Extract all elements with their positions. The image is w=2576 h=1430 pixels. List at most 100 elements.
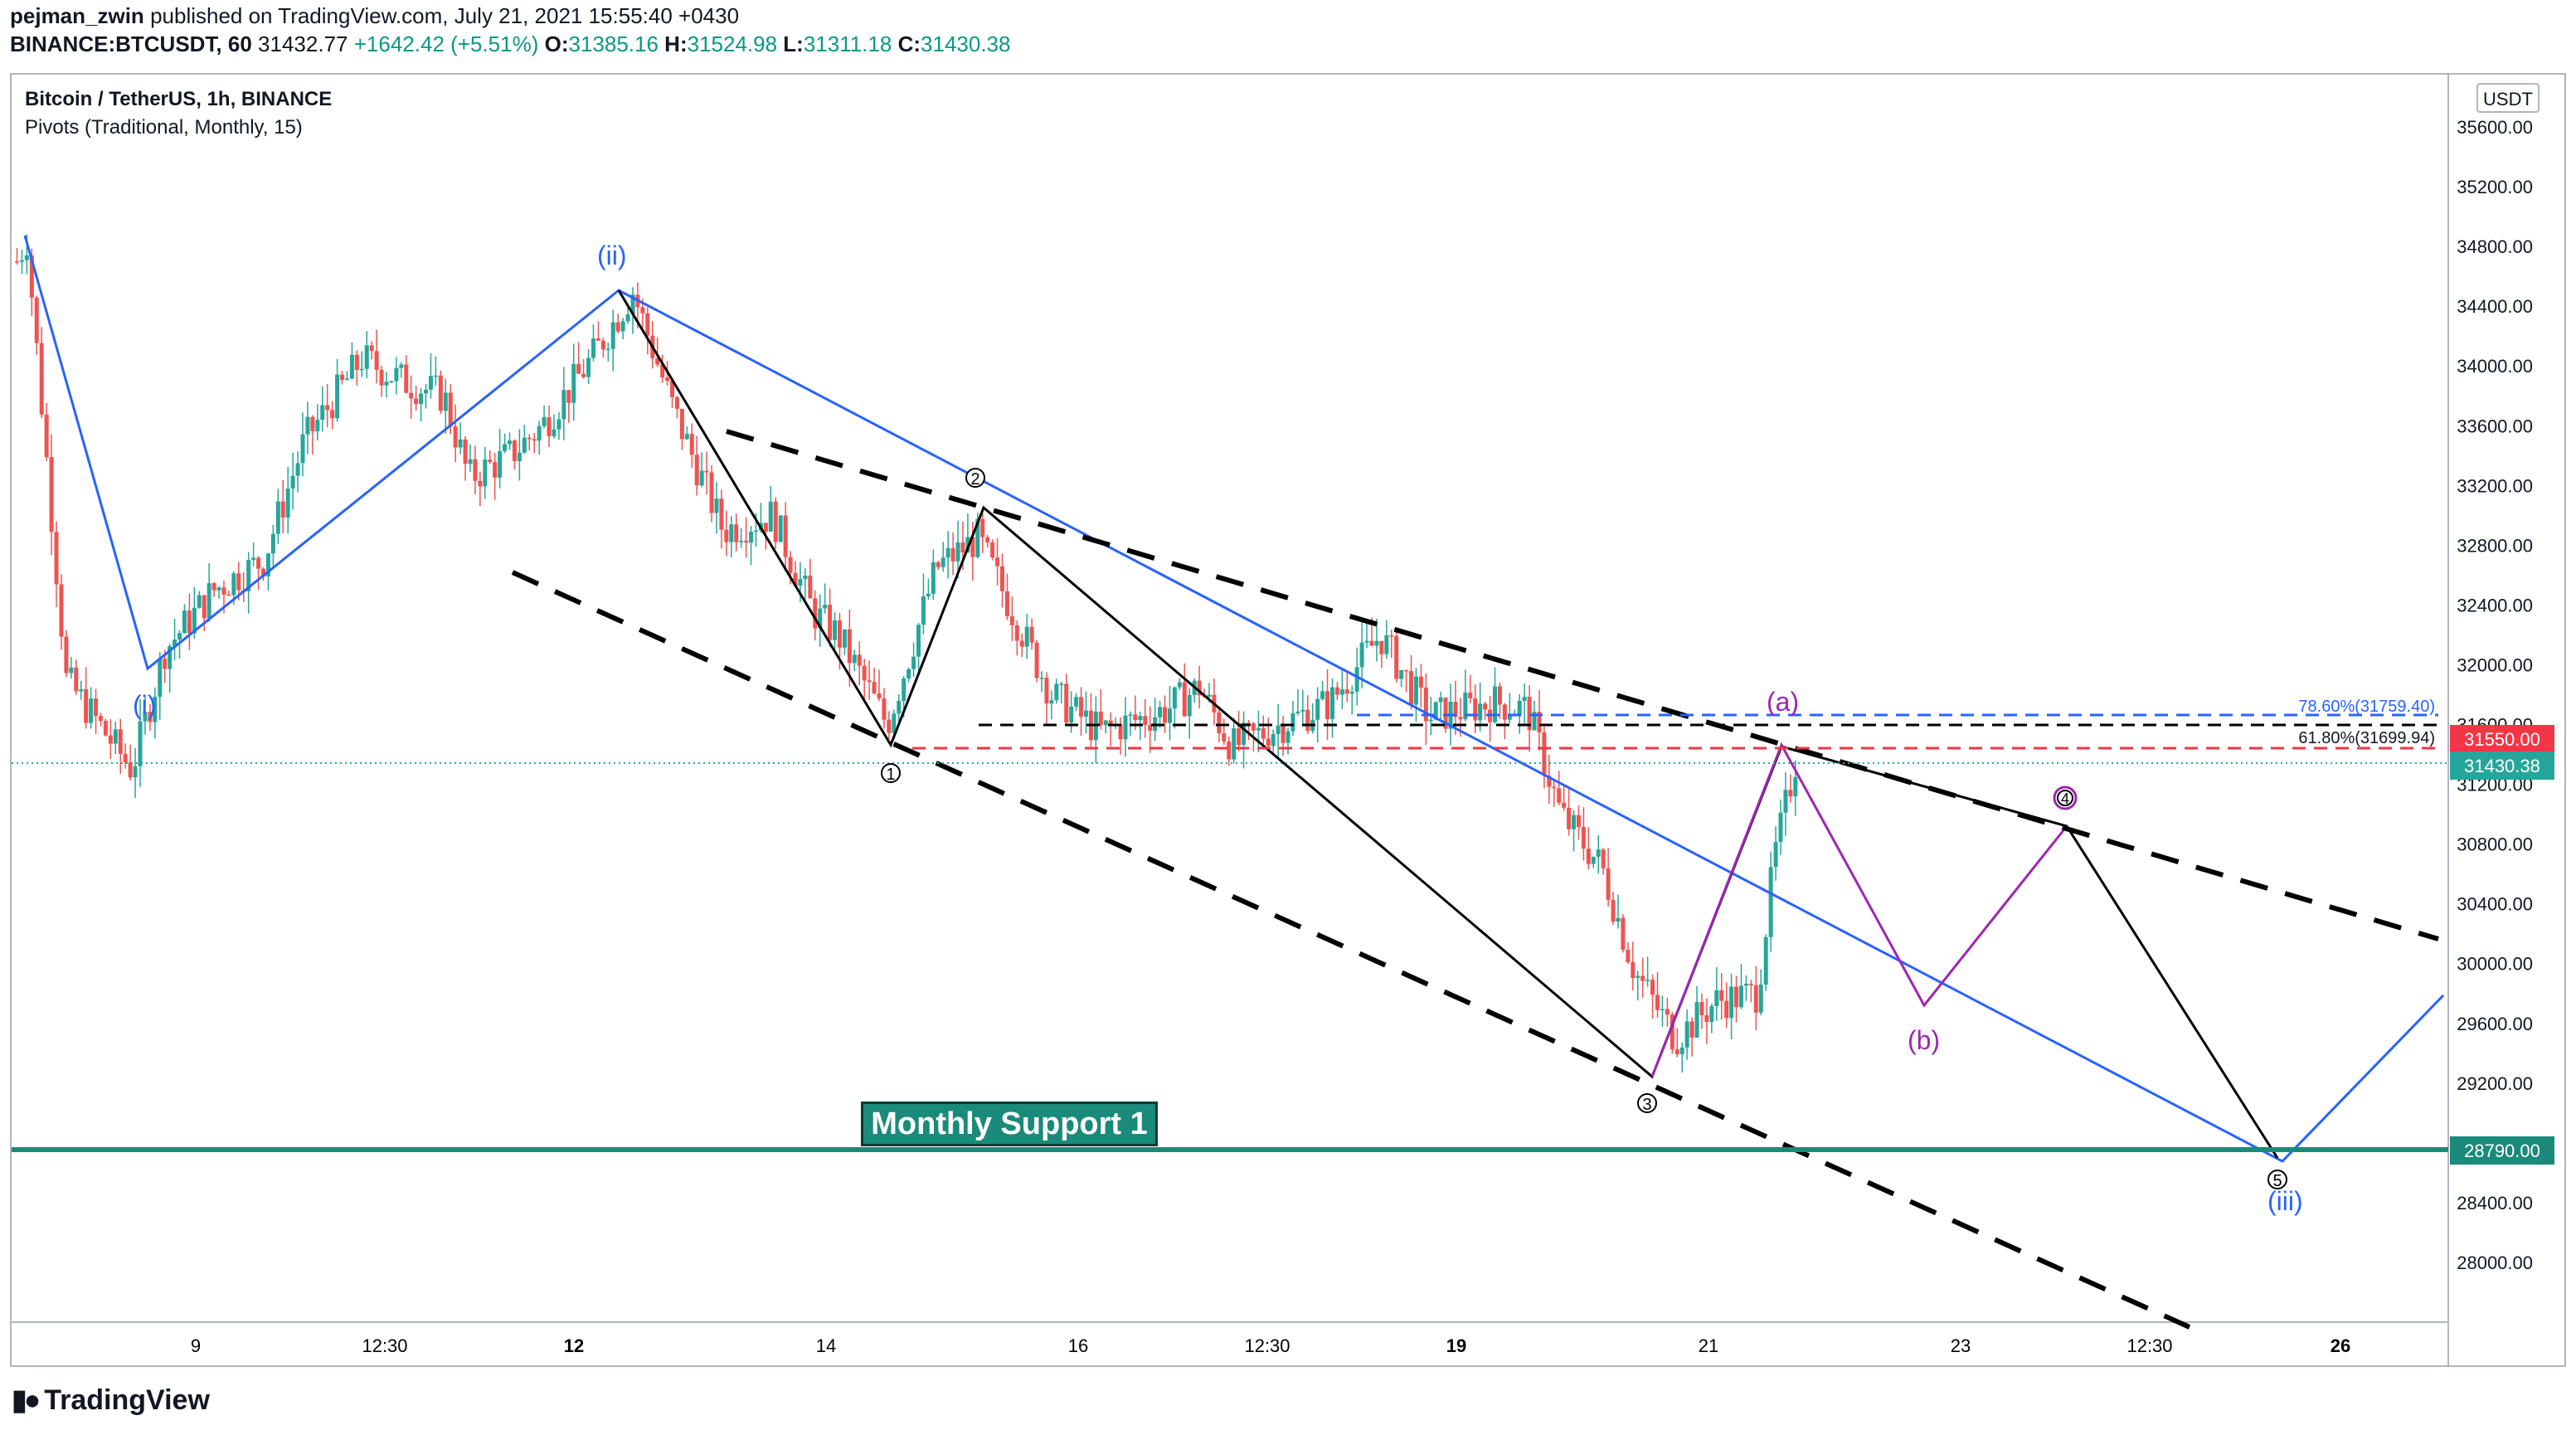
candle-body xyxy=(763,523,768,532)
publish-header: pejman_zwin published on TradingView.com… xyxy=(10,3,739,29)
time-axis-label: 12 xyxy=(564,1335,584,1356)
candle-body xyxy=(773,501,778,542)
candle-body xyxy=(1325,691,1330,719)
candle-body xyxy=(1542,732,1547,776)
primary-wave-line xyxy=(23,235,2445,1163)
candle-body xyxy=(123,753,128,763)
price-axis-label: 34800.00 xyxy=(2457,236,2533,257)
candle-body xyxy=(694,455,699,486)
candle-body xyxy=(1394,635,1399,679)
candle-body xyxy=(384,382,389,386)
corrective-wave-line xyxy=(1650,742,2068,1077)
candle-body xyxy=(1497,686,1502,705)
candle-body xyxy=(1172,687,1177,709)
candle-body xyxy=(1158,707,1163,717)
candle-body xyxy=(89,698,94,723)
candle-body xyxy=(537,426,542,441)
candle-body xyxy=(1222,733,1227,742)
candle-body xyxy=(79,689,84,692)
currency-badge[interactable]: USDT xyxy=(2476,83,2540,113)
candle-body xyxy=(1793,776,1798,797)
candle-body xyxy=(399,364,404,368)
candle-body xyxy=(192,607,197,634)
close-value: 31430.38 xyxy=(921,32,1011,56)
chart-frame[interactable] xyxy=(10,73,2566,1367)
candle-body xyxy=(216,587,221,591)
candle-body xyxy=(1344,689,1349,694)
candle-body xyxy=(404,364,409,393)
candle-body xyxy=(1773,841,1778,868)
candle-body xyxy=(595,338,600,341)
candle-body xyxy=(1443,697,1448,729)
candle-body xyxy=(1753,985,1758,1013)
channel-upper-line xyxy=(726,429,2439,941)
candle-body xyxy=(246,560,251,591)
tradingview-logo[interactable]: ▮● TradingView xyxy=(12,1384,210,1417)
candle-body xyxy=(1694,1002,1699,1038)
candle-body xyxy=(118,729,123,754)
tradingview-mark-icon: ▮● xyxy=(12,1384,41,1416)
candle-body xyxy=(1699,1002,1704,1015)
close-label: C: xyxy=(897,32,921,56)
candle-body xyxy=(818,608,823,629)
candle-body xyxy=(197,595,202,608)
candle-body xyxy=(625,314,630,322)
candle-body xyxy=(1522,697,1527,701)
wave-b-label: (b) xyxy=(1908,1025,1941,1055)
candle-body xyxy=(1413,676,1418,705)
wave-5-label: 5 xyxy=(2272,1172,2282,1190)
candle-body xyxy=(1660,1009,1665,1010)
candle-body xyxy=(600,340,605,350)
support-price-text: 28790.00 xyxy=(2464,1141,2540,1161)
candle-body xyxy=(630,294,635,315)
candle-body xyxy=(512,440,517,461)
candle-body xyxy=(605,348,610,351)
candle-body xyxy=(1064,683,1069,723)
candle-body xyxy=(330,410,335,419)
candle-body xyxy=(1187,694,1192,717)
candle-body xyxy=(15,261,19,263)
candle-body xyxy=(1399,669,1404,679)
price-axis[interactable]: 35600.00 35200.00 34800.00 34400.00 34000.00… xyxy=(2457,117,2533,1273)
price-axis-label: 34000.00 xyxy=(2457,356,2533,377)
candle-body xyxy=(679,408,684,440)
time-axis[interactable]: 9 12:30 12 14 16 12:30 19 21 23 12:30 26 xyxy=(191,1335,2350,1356)
wave-1-marker xyxy=(881,763,901,783)
candle-body xyxy=(438,375,443,411)
candle-body xyxy=(778,515,783,542)
candle-body xyxy=(187,610,192,634)
candle-body xyxy=(1665,1009,1670,1015)
candle-body xyxy=(522,437,527,453)
candle-body xyxy=(828,605,833,640)
time-axis-label: 16 xyxy=(1068,1335,1088,1356)
candle-body xyxy=(1748,984,1753,985)
candle-body xyxy=(1636,975,1640,979)
candle-body xyxy=(867,680,872,683)
candle-body xyxy=(1572,815,1577,829)
candle-body xyxy=(1014,625,1019,641)
candle-body xyxy=(1606,868,1611,900)
candle-body xyxy=(1295,711,1300,713)
candle-body xyxy=(1576,815,1581,828)
candle-body xyxy=(443,392,448,411)
candle-body xyxy=(990,542,995,558)
candle-body xyxy=(1532,712,1537,731)
candle-body xyxy=(1655,995,1660,1010)
candle-body xyxy=(1182,682,1187,717)
candle-body xyxy=(1453,702,1458,717)
candle-body xyxy=(1621,917,1626,950)
wave-4-label: 4 xyxy=(2061,790,2069,807)
candle-body xyxy=(59,584,64,637)
author-name: pejman_zwin xyxy=(10,3,144,28)
candle-body xyxy=(714,499,719,513)
candle-body xyxy=(379,369,384,386)
indicator-legend[interactable]: Pivots (Traditional, Monthly, 15) xyxy=(25,116,303,139)
candle-body xyxy=(1409,671,1414,705)
candle-body xyxy=(173,640,177,647)
candle-body xyxy=(699,470,704,486)
candle-body xyxy=(64,636,69,674)
candle-body xyxy=(1679,1047,1684,1054)
candle-body xyxy=(1276,725,1281,735)
candle-body xyxy=(1438,697,1443,703)
